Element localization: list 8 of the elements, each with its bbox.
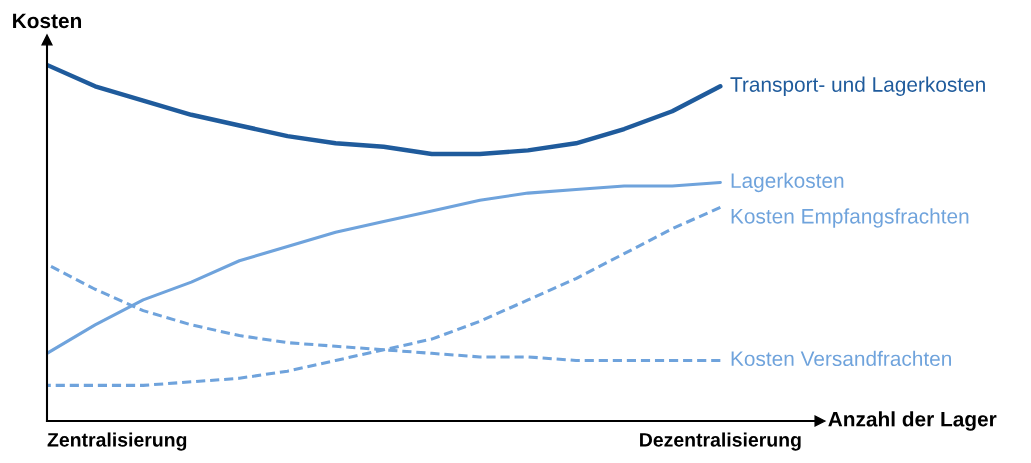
series-label: Transport- und Lagerkosten xyxy=(730,76,985,96)
series-label: Kosten Empfangsfrachten xyxy=(731,208,969,228)
y-axis-title: Kosten xyxy=(13,13,82,29)
series-label: Lagerkosten xyxy=(731,172,844,193)
text: Dezentralisierung xyxy=(640,432,801,451)
series-label: Kosten Versandfrachten xyxy=(731,350,951,367)
text: Zentralisierung xyxy=(47,432,187,451)
x-axis-title: Anzahl der Lager xyxy=(828,411,997,431)
